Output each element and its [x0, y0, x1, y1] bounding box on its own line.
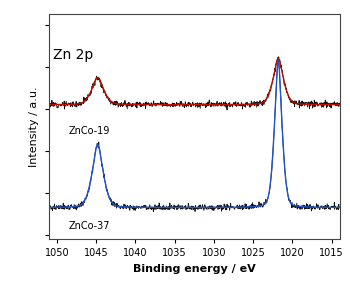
- Text: Zn 2p: Zn 2p: [53, 48, 93, 62]
- X-axis label: Binding energy / eV: Binding energy / eV: [133, 264, 256, 274]
- Text: ZnCo-37: ZnCo-37: [69, 221, 110, 231]
- Text: ZnCo-19: ZnCo-19: [69, 126, 110, 136]
- Y-axis label: Intensity / a.u.: Intensity / a.u.: [29, 86, 39, 167]
